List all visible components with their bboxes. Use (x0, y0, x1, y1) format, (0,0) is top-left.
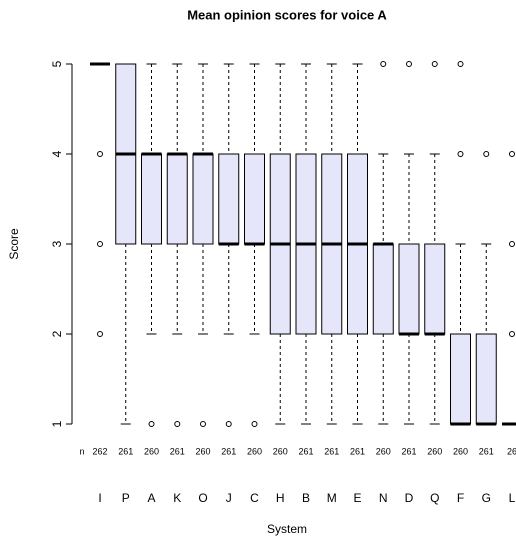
outlier (483, 151, 490, 157)
x-tick-label: L (509, 491, 516, 505)
y-tick-label: 4 (50, 150, 64, 157)
x-tick-label: B (302, 491, 310, 505)
outlier (406, 61, 412, 67)
box (450, 333, 471, 425)
box (398, 243, 420, 335)
x-tick-label: A (147, 491, 155, 505)
count-value: 262 (92, 446, 107, 456)
x-tick-label: P (122, 491, 130, 505)
count-value: 260 (247, 446, 262, 456)
count-value: 26 (507, 446, 516, 456)
outlier (200, 421, 206, 427)
x-tick-label: F (457, 491, 464, 505)
box (424, 243, 446, 335)
x-tick-label: I (98, 491, 101, 505)
count-value: 260 (144, 446, 159, 456)
y-tick-label: 3 (50, 240, 64, 247)
x-tick-label: N (379, 491, 388, 505)
count-value: 260 (376, 446, 391, 456)
box (141, 153, 162, 245)
box (166, 153, 188, 245)
box (475, 333, 497, 425)
count-value: 261 (350, 446, 365, 456)
count-value: 261 (170, 446, 185, 456)
count-value: 261 (118, 446, 133, 456)
y-tick-label: 5 (50, 60, 64, 67)
x-axis-label: System (267, 522, 307, 536)
x-tick-label: C (250, 491, 259, 505)
count-value: 261 (324, 446, 339, 456)
outlier (148, 421, 155, 427)
x-tick-label: D (405, 491, 414, 505)
count-value: 260 (453, 446, 468, 456)
outlier (457, 61, 464, 67)
box (244, 153, 265, 245)
x-tick-label: E (353, 491, 361, 505)
y-tick-label: 1 (50, 420, 64, 427)
x-tick-label: K (173, 491, 181, 505)
outlier (509, 331, 515, 337)
box (218, 153, 240, 245)
outlier (225, 421, 232, 427)
outlier (431, 61, 438, 67)
chart-title: Mean opinion scores for voice A (187, 7, 387, 22)
outlier (97, 331, 103, 337)
outlier (457, 151, 464, 157)
y-tick-label: 2 (50, 330, 64, 337)
x-tick-label: O (198, 491, 207, 505)
outlier (509, 151, 515, 157)
count-value: 261 (298, 446, 313, 456)
box (192, 153, 214, 245)
outlier (97, 241, 103, 247)
x-tick-label: M (327, 491, 337, 505)
x-tick-label: G (482, 491, 491, 505)
count-value: 261 (401, 446, 416, 456)
count-value: 261 (479, 446, 494, 456)
outlier (509, 241, 515, 247)
count-value: 260 (195, 446, 210, 456)
outlier (380, 61, 387, 67)
count-value: 261 (221, 446, 236, 456)
x-tick-label: Q (430, 491, 439, 505)
x-tick-label: H (276, 491, 285, 505)
outlier (174, 421, 181, 427)
x-tick-label: J (226, 491, 232, 505)
outlier (97, 151, 103, 157)
outlier (251, 421, 258, 427)
box (372, 243, 394, 335)
count-value: 260 (273, 446, 288, 456)
count-label: n (79, 446, 84, 456)
count-value: 260 (427, 446, 442, 456)
y-axis-label: Score (7, 228, 21, 260)
